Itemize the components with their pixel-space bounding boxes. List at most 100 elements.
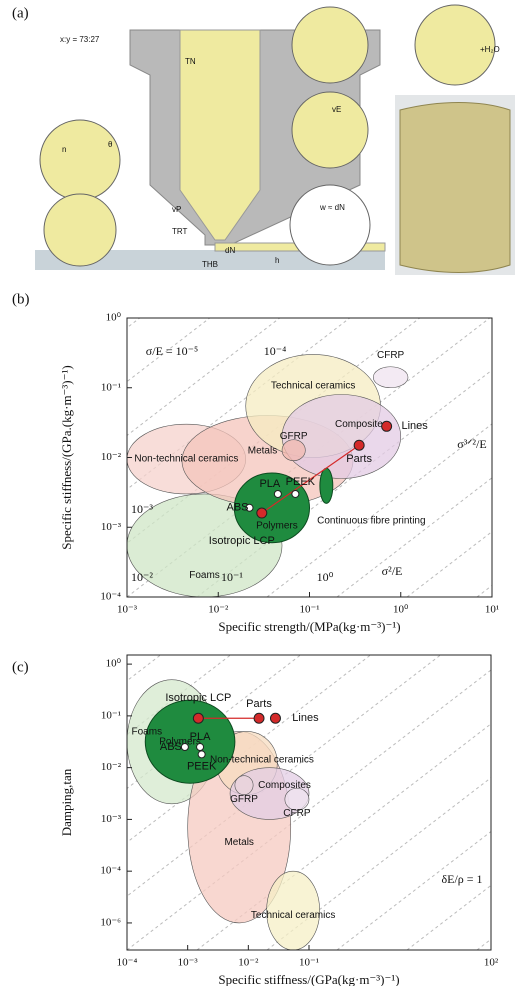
region	[235, 776, 253, 795]
x-tick-label: 10⁻²	[208, 604, 229, 616]
region-label: GFRP	[230, 794, 258, 805]
figure: (a)(b)(c)x:y = 73:27TNvPTRTTHBdNhw ≈ dNv…	[0, 0, 527, 986]
guide-line	[0, 655, 91, 950]
annotation: 10⁻⁴	[264, 344, 287, 358]
zoom-circle	[292, 92, 368, 168]
point-label: ABS	[226, 502, 248, 514]
x-tick-label: 10⁻³	[178, 957, 199, 969]
region	[373, 367, 408, 388]
x-tick-label: 10⁻⁴	[117, 957, 138, 969]
guide-line	[477, 318, 527, 597]
guide-line	[477, 655, 527, 950]
y-tick-label: 10⁻¹	[101, 381, 121, 393]
twisted-stack	[400, 103, 510, 273]
data-point	[198, 751, 205, 758]
point-label: Isotropic LCP	[165, 692, 231, 704]
plot-area	[0, 318, 527, 597]
region	[320, 468, 333, 503]
x-tick-label: 10¹	[485, 604, 499, 616]
data-point	[382, 421, 392, 431]
chart: Foams Non-technical ceramics Metals Technic…	[0, 312, 527, 634]
region	[282, 440, 305, 461]
region-label: GFRP	[280, 431, 308, 442]
annotation: δE/ρ = 1	[441, 872, 482, 886]
illustration-label: THB	[202, 260, 218, 269]
x-tick-label: 10⁻²	[238, 957, 259, 969]
panel-label: (b)	[12, 291, 30, 307]
y-tick-label: 10⁻⁶	[100, 916, 121, 928]
data-point	[292, 490, 299, 497]
illustration-label: h	[275, 256, 279, 265]
y-axis-title: Damping,tan	[59, 768, 74, 836]
zoom-circle	[44, 194, 116, 266]
region-label: Foams	[132, 726, 163, 737]
region-label: Continuous fibre printing	[317, 515, 425, 526]
y-axis-title: Specific stiffness/(GPa.(kg·m⁻³)⁻¹)	[59, 365, 74, 549]
data-point	[257, 508, 267, 518]
annotation: 10⁻³	[131, 502, 153, 516]
region-label: Technical ceramics	[251, 910, 335, 921]
region-label: CFRP	[283, 808, 311, 819]
region-label: Metals	[224, 837, 253, 848]
region-label: Non-technical ceramics	[134, 454, 238, 465]
data-point	[197, 744, 204, 751]
point-label: PLA	[190, 731, 211, 743]
y-tick-label: 10⁻³	[101, 813, 122, 825]
y-tick-label: 10⁰	[106, 658, 122, 670]
annotation: 10⁻²	[131, 570, 153, 584]
y-tick-label: 10⁻¹	[101, 709, 121, 721]
x-tick-label: 10²	[484, 957, 499, 969]
point-label: ABS	[160, 741, 182, 753]
guide-line	[407, 318, 527, 597]
panel-label: (a)	[12, 5, 29, 21]
region-label: Non-technical ceramics	[210, 755, 314, 766]
annotation: 10⁻¹	[221, 570, 243, 584]
illustration-label: +H₂O	[480, 45, 500, 54]
x-tick-label: 10⁻¹	[299, 604, 319, 616]
point-label: PEEK	[286, 476, 316, 488]
illustration-label: θ	[108, 140, 113, 149]
y-tick-label: 10⁻⁴	[100, 591, 121, 603]
y-tick-label: 10⁻⁴	[100, 865, 121, 877]
zoom-circle	[290, 185, 370, 265]
point-label: Parts	[246, 698, 272, 710]
region-label: Technical ceramics	[271, 381, 355, 392]
guide-line	[407, 655, 527, 950]
zoom-circle	[292, 7, 368, 83]
region-label: CFRP	[377, 350, 405, 361]
y-tick-label: 10⁻³	[101, 521, 122, 533]
region-label: Composites	[335, 419, 388, 430]
data-point	[181, 744, 188, 751]
illustration-label: TN	[185, 57, 196, 66]
x-tick-label: 10⁰	[393, 604, 409, 616]
illustration-label: dN	[225, 246, 235, 255]
annotation: σ/E = 10⁻⁵	[146, 344, 198, 358]
data-point	[254, 713, 264, 723]
region-label: Polymers	[256, 520, 298, 531]
y-tick-label: 10⁻²	[101, 451, 122, 463]
region-label: Foams	[189, 570, 220, 581]
panel-a-illustration	[35, 5, 515, 275]
point-label: Isotropic LCP	[209, 535, 275, 547]
illustration-label: vE	[332, 105, 341, 114]
x-axis-title: Specific stiffness/(GPa(kg·m⁻³)⁻¹)	[218, 972, 399, 986]
illustration-label: n	[62, 145, 66, 154]
region-label: Metals	[248, 446, 277, 457]
y-tick-label: 10⁰	[106, 312, 122, 324]
x-tick-label: 10⁻¹	[299, 957, 319, 969]
point-label: Parts	[346, 453, 372, 465]
guide-line	[0, 655, 161, 950]
illustration-label: x:y = 73:27	[60, 35, 100, 44]
data-point	[270, 713, 280, 723]
zoom-circle	[40, 120, 120, 200]
panel-label: (c)	[12, 659, 29, 675]
annotation: σ³ᐟ²/E	[457, 437, 486, 451]
point-label: Lines	[401, 420, 428, 432]
point-label: PLA	[259, 478, 280, 490]
illustration-label: TRT	[172, 227, 188, 236]
point-label: PEEK	[187, 760, 217, 772]
guide-line	[337, 655, 527, 950]
annotation: σ²/E	[382, 564, 403, 578]
annotation: 10⁰	[317, 570, 334, 584]
